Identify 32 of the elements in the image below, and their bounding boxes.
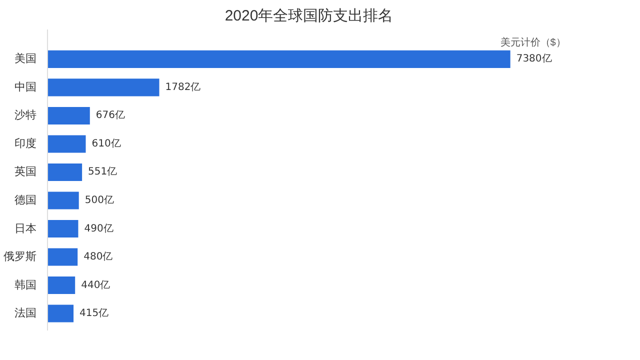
y-tick-label: 美国	[14, 52, 36, 66]
data-label: 1782亿	[165, 82, 201, 93]
y-tick-label: 沙特	[14, 108, 36, 122]
chart-title: 2020年全球国防支出排名	[224, 8, 394, 24]
bar	[48, 220, 78, 238]
y-tick-label: 日本	[14, 222, 36, 235]
data-label: 676亿	[96, 110, 125, 122]
bar	[48, 304, 74, 322]
data-label: 500亿	[84, 194, 114, 206]
bar	[48, 248, 78, 266]
bar	[48, 163, 82, 181]
data-label: 440亿	[81, 280, 110, 291]
bar	[48, 78, 160, 96]
bar	[48, 192, 79, 210]
data-label: 490亿	[84, 223, 114, 234]
data-label: 610亿	[92, 138, 121, 150]
bar	[48, 135, 86, 153]
bar	[48, 50, 510, 68]
y-tick-label: 俄罗斯	[4, 250, 36, 264]
y-tick-label: 德国	[14, 194, 36, 206]
y-tick-label: 印度	[14, 136, 36, 150]
data-label: 551亿	[88, 166, 118, 178]
data-label: 415亿	[80, 308, 109, 320]
y-tick-label: 法国	[14, 306, 36, 320]
annotation: 美元计价（$）	[500, 36, 566, 48]
y-tick-label: 英国	[14, 165, 36, 178]
data-label: 7380亿	[516, 54, 552, 65]
y-tick-label: 中国	[14, 80, 36, 94]
data-label: 480亿	[84, 252, 113, 263]
bar	[48, 106, 90, 124]
y-tick-label: 韩国	[14, 278, 36, 292]
bar	[48, 276, 76, 294]
